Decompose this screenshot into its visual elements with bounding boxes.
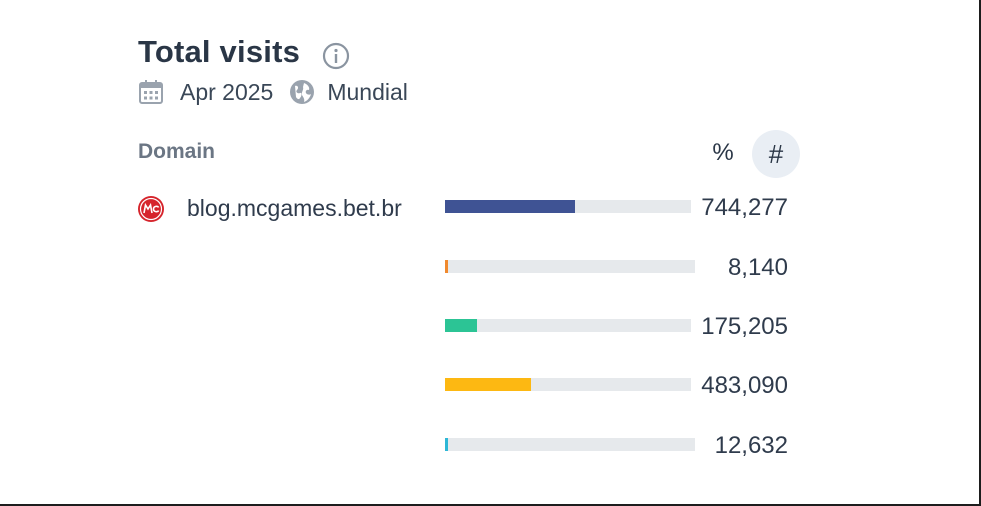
info-icon[interactable] [321,41,351,71]
channel-row: 8,140 [0,254,981,290]
widget-meta: Apr 2025 Mundial [138,76,408,108]
column-header-domain: Domain [138,140,216,163]
bar-track [445,438,695,451]
bar-track [445,200,691,213]
bar-fill [445,200,575,213]
favicon-icon [138,196,164,222]
bar-value: 744,277 [701,194,788,221]
bar-value: 175,205 [701,313,788,340]
channel-row: 483,090 [0,372,981,408]
bar-value: 483,090 [701,372,788,399]
domain-name[interactable]: blog.mcgames.bet.br [187,195,402,221]
channel-row: 12,632 [0,432,981,468]
bar-value: 8,140 [727,254,788,281]
bar-fill [445,260,448,273]
region-label[interactable]: Mundial [327,78,408,105]
date-label[interactable]: Apr 2025 [180,78,274,105]
bar-value: 12,632 [714,432,788,459]
bar-track [445,260,695,273]
toggle-percent-button[interactable]: % [712,139,734,166]
globe-icon [290,80,315,104]
toggle-number-button[interactable]: # [752,130,800,178]
channel-row: 744,277 [0,194,981,230]
bar-fill [445,319,477,332]
widget-title: Total visits [138,34,301,69]
calendar-icon [139,80,163,104]
channel-row: 175,205 [0,313,981,349]
bar-fill [445,438,448,451]
bar-track [445,319,691,332]
bar-track [445,378,691,391]
bar-fill [445,378,531,391]
